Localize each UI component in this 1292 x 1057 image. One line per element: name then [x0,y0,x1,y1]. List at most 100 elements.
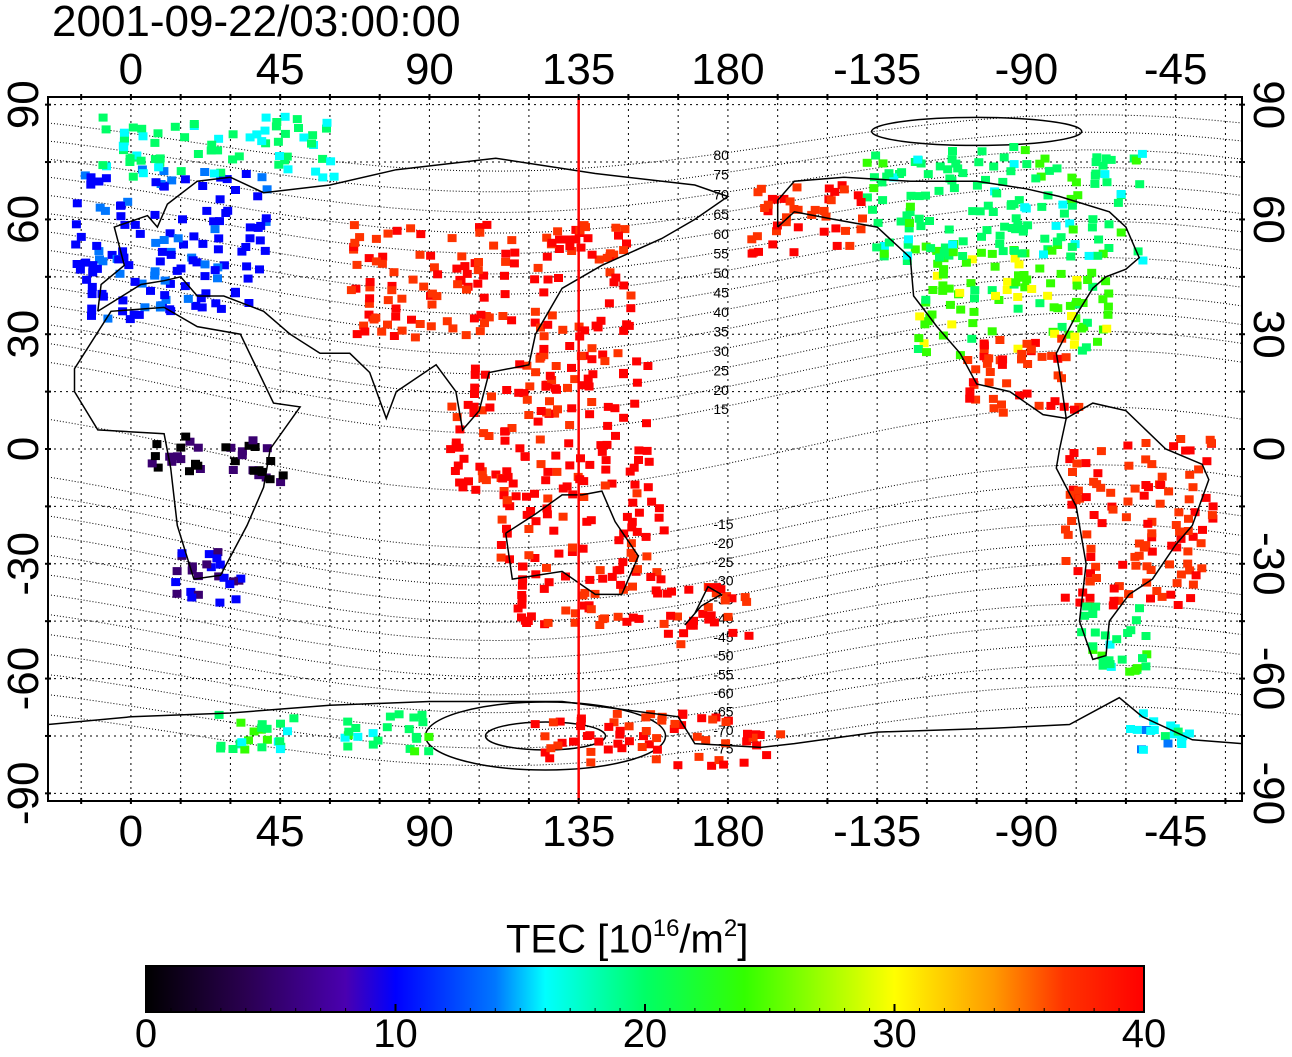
tec-cell [873,218,883,227]
tec-cell [352,330,362,339]
tec-cell [646,573,656,581]
tec-cell [522,619,532,627]
left-lat-label: 90 [0,80,48,129]
tec-cell [1173,601,1183,609]
tec-cell [1184,729,1194,738]
tec-cell [183,294,193,303]
tec-cell [782,213,791,222]
tec-cell [889,173,899,182]
tec-cell [130,220,140,229]
tec-cell [932,246,942,255]
tec-cell [552,467,562,476]
tec-cell [614,536,624,545]
tec-cell [920,320,930,329]
tec-cell [977,232,986,241]
tec-cell [586,747,596,756]
tec-cell [1073,191,1083,200]
tec-cell [1131,561,1141,570]
tec-cell [496,541,506,549]
tec-cell [1077,324,1087,333]
tec-cell [754,247,763,256]
tec-cell [120,134,129,143]
tec-cell [176,455,186,464]
tec-cell [231,595,241,604]
tec-cell [1116,190,1126,198]
tec-cell [1194,465,1204,474]
tec-cell [1147,529,1157,538]
tec-cell [1061,353,1071,362]
tec-cell [1002,379,1012,388]
tec-cell [1125,667,1135,676]
tec-cell [507,424,517,432]
tec-cell [933,259,943,268]
tec-cell [1049,303,1059,312]
tec-cell [1073,486,1083,495]
tec-cell [647,497,657,506]
left-lat-label: -30 [0,532,48,596]
tec-cell [634,446,644,455]
tec-cell [618,558,628,567]
tec-cell [1190,508,1200,517]
tec-cell [871,151,881,160]
tec-cell [165,279,175,288]
tec-cell [535,435,545,444]
tec-cell [632,378,642,387]
tec-cell [240,745,250,754]
tec-cell [603,745,613,754]
tec-cell [1186,594,1196,603]
tec-cell [722,592,732,601]
tec-cell [383,320,392,329]
tec-cell [1138,709,1148,718]
tec-cell [1068,468,1077,476]
tec-cell [670,719,680,728]
tec-cell [752,741,762,750]
tec-cell [603,421,613,430]
tec-cell [719,760,729,769]
tec-cell [544,578,554,587]
tec-cell [475,223,484,232]
contour-label: 25 [713,363,729,379]
tec-cell [701,736,711,745]
tec-cell [470,364,480,373]
tec-cell [837,181,847,190]
tec-cell [598,615,608,624]
contour-label: 40 [713,304,729,320]
tec-cell [1108,601,1118,610]
tec-cell [583,234,593,243]
tec-cell [1112,635,1122,644]
tec-cell [596,441,606,450]
tec-cell [642,446,652,455]
tec-cell [416,230,426,239]
tec-cell [1137,149,1147,158]
tec-cell [938,331,948,340]
colorbar-tick-label: 10 [373,1012,418,1056]
tec-cell [283,165,293,174]
tec-cell [1098,161,1108,170]
tec-cell [1077,346,1087,355]
tec-cell [543,494,553,503]
tec-cell [237,247,247,256]
tec-cell [634,508,644,517]
tec-cell [1093,337,1102,346]
tec-cell [92,264,102,273]
tec-cell [841,226,850,235]
tec-cell [1050,329,1060,338]
tec-cell [501,257,511,266]
tec-cell [646,710,656,719]
tec-cell [1031,174,1041,183]
tec-cell [394,710,404,719]
tec-cell [922,348,931,357]
tec-cell [604,722,614,731]
tec-cell [159,167,169,176]
tec-cell [689,616,698,625]
tec-cell [1098,656,1108,665]
tec-cell [853,191,863,200]
tec-cell [216,304,226,313]
tec-cell [619,281,629,290]
tec-cell [1198,525,1207,534]
tec-cell [1011,214,1021,223]
tec-cell [1097,519,1107,528]
tec-cell [1023,221,1033,230]
tec-cell [522,492,531,501]
tec-cell [202,560,212,569]
